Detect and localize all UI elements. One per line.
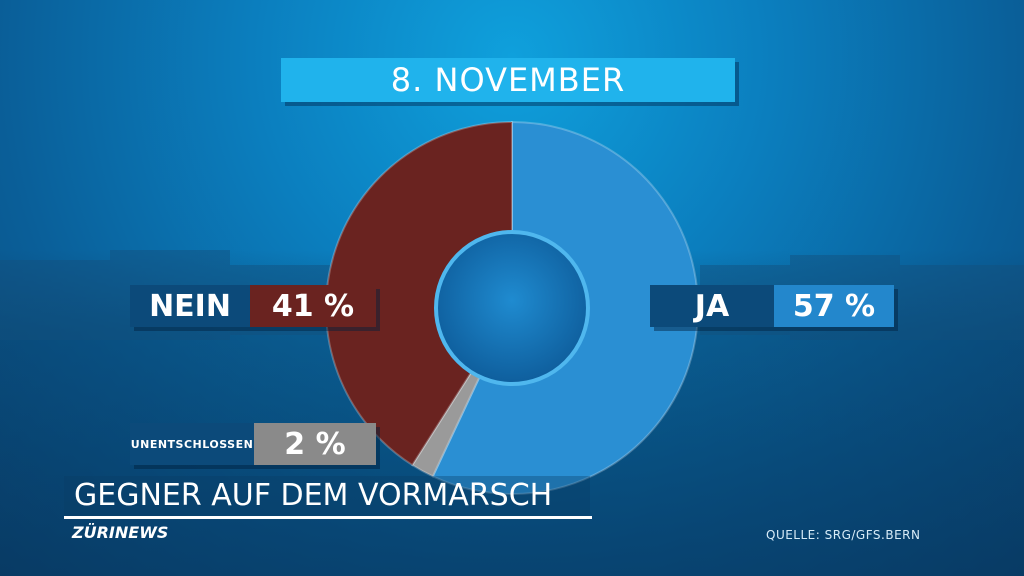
nein-value: 41 % xyxy=(250,285,376,327)
brand-logo: ZÜRINEWS xyxy=(72,523,169,542)
headline-divider xyxy=(64,516,592,519)
source-note: QUELLE: SRG/GFS.BERN xyxy=(766,528,921,542)
donut-hole xyxy=(434,230,590,386)
headline: GEGNER AUF DEM VORMARSCH xyxy=(64,476,590,516)
unentschlossen-label: UNENTSCHLOSSEN xyxy=(130,423,254,465)
nein-label: NEIN xyxy=(130,285,250,327)
unentschlossen-value: 2 % xyxy=(254,423,376,465)
chart-title: 8. NOVEMBER xyxy=(281,58,735,102)
ja-label: JA xyxy=(650,285,774,327)
ja-value: 57 % xyxy=(774,285,894,327)
